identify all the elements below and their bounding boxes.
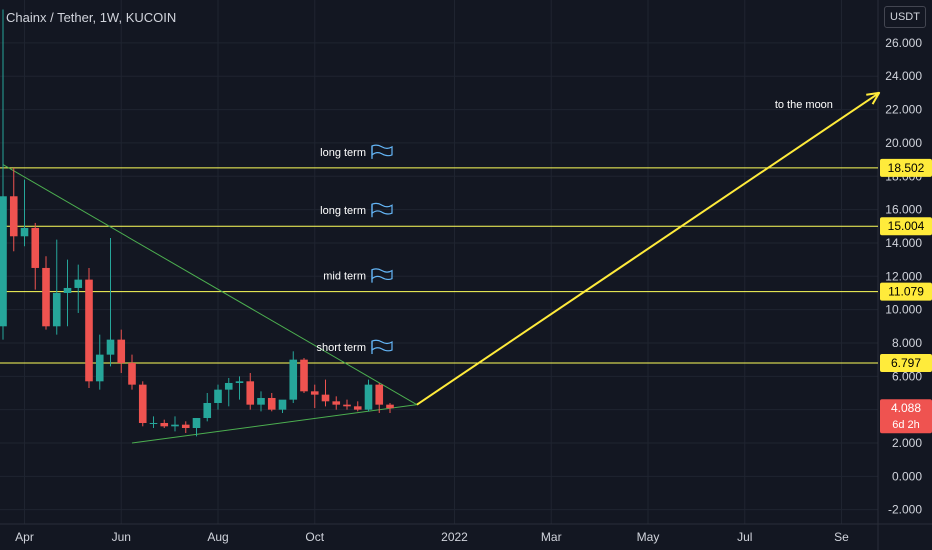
trendline (2, 164, 418, 406)
y-tick-label: 16.000 (885, 203, 922, 217)
candle-body[interactable] (9, 196, 18, 237)
level-price-badge (880, 158, 932, 177)
x-tick-label: May (637, 530, 660, 544)
level-note: long term (320, 147, 366, 159)
level-price-badge (880, 217, 932, 236)
x-tick-label: Apr (15, 530, 34, 544)
chart-title: Chainx / Tether, 1W, KUCOIN (6, 10, 177, 25)
x-tick-label: Oct (305, 530, 324, 544)
current-price-badge (880, 399, 932, 434)
x-tick-label: Se (834, 530, 849, 544)
flag-icon (371, 268, 393, 281)
y-tick-label: 10.000 (885, 303, 922, 317)
candle-body[interactable] (386, 404, 394, 409)
candle-body[interactable] (171, 424, 179, 427)
candle-body[interactable] (300, 359, 308, 392)
flag-icon (371, 339, 393, 352)
projection-arrow-line (416, 92, 880, 406)
candle-body[interactable] (353, 406, 362, 410)
candle-body[interactable] (203, 402, 212, 418)
candle-body[interactable] (20, 227, 29, 237)
level-price-label: 11.079 (888, 285, 924, 299)
flag-icon (371, 144, 393, 157)
candle-body[interactable] (128, 362, 136, 385)
candle-body[interactable] (224, 382, 233, 390)
candle-body[interactable] (375, 384, 384, 405)
candle-body[interactable] (364, 384, 373, 410)
x-tick-label: Mar (541, 530, 562, 544)
candle-body[interactable] (332, 401, 341, 405)
currency-unit-button[interactable]: USDT (884, 6, 926, 28)
candle-body[interactable] (257, 397, 265, 405)
y-tick-label: -2.000 (888, 503, 922, 517)
y-tick-label: 12.000 (885, 269, 922, 283)
y-tick-label: 22.000 (885, 103, 922, 117)
candle-body[interactable] (289, 359, 298, 400)
level-note: mid term (323, 271, 366, 283)
y-tick-label: 0.000 (892, 469, 922, 483)
y-tick-label: 24.000 (885, 69, 922, 83)
y-tick-label: 6.000 (892, 369, 922, 383)
candle-body[interactable] (95, 354, 104, 382)
candle-body[interactable] (42, 267, 50, 327)
candle-body[interactable] (138, 384, 147, 423)
candle-body[interactable] (117, 339, 126, 363)
flag-icon (371, 202, 393, 215)
candle-countdown-label: 6d 2h (892, 419, 920, 431)
candle-body[interactable] (52, 292, 61, 327)
x-tick-label: 2022 (441, 530, 468, 544)
y-tick-label: 20.000 (885, 136, 922, 150)
candle-body[interactable] (106, 339, 115, 355)
level-price-label: 6.797 (891, 356, 921, 370)
x-tick-label: Aug (207, 530, 228, 544)
candle-body[interactable] (310, 391, 319, 395)
level-note: long term (320, 205, 366, 217)
trendline (131, 404, 417, 444)
level-price-label: 15.004 (888, 219, 925, 233)
candle-body[interactable] (278, 399, 287, 410)
candle-body[interactable] (63, 287, 72, 293)
annotation-to-the-moon: to the moon (775, 99, 833, 111)
candle-body[interactable] (31, 227, 40, 268)
y-tick-label: 2.000 (892, 436, 922, 450)
x-tick-label: Jun (112, 530, 131, 544)
candle-body[interactable] (214, 389, 222, 403)
candle-body[interactable] (321, 394, 330, 402)
candle-body[interactable] (74, 279, 83, 288)
current-price-label: 4.088 (891, 401, 921, 415)
candle-body[interactable] (192, 417, 201, 428)
projection-arrow-head (866, 91, 881, 105)
y-tick-label: 8.000 (892, 336, 922, 350)
candle-body[interactable] (246, 381, 255, 405)
y-tick-label: 26.000 (885, 36, 922, 50)
x-tick-label: Jul (737, 530, 752, 544)
candle-body[interactable] (0, 196, 7, 327)
y-tick-label: 14.000 (885, 236, 922, 250)
level-note: short term (316, 342, 366, 354)
candle-body[interactable] (235, 381, 244, 383)
candle-body[interactable] (267, 397, 276, 410)
candle-body[interactable] (160, 422, 169, 427)
candle-body[interactable] (85, 279, 93, 382)
level-price-badge (880, 282, 932, 301)
candle-body[interactable] (181, 424, 190, 428)
candle-body[interactable] (343, 404, 351, 407)
candle-body[interactable] (149, 422, 158, 424)
level-price-label: 18.502 (888, 161, 925, 175)
level-price-badge (880, 354, 932, 373)
